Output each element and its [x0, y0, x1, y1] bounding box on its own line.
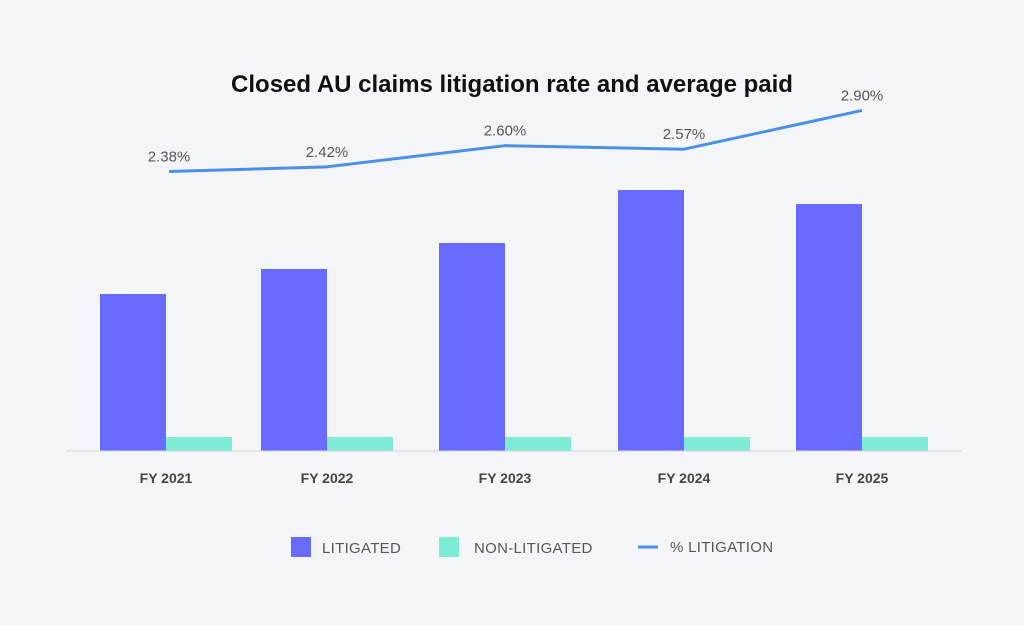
bar-non-litigated-4 [684, 437, 750, 451]
legend-label-litigation-rate: % LITIGATION [670, 539, 773, 556]
litigation-rate-label-1: 2.38% [148, 149, 191, 166]
x-axis-ticks: FY 2021 FY 2022 FY 2023 FY 2024 FY 2025 [140, 470, 889, 486]
litigation-rate-label-5: 2.90% [841, 87, 884, 104]
chart-title: Closed AU claims litigation rate and ave… [231, 71, 793, 98]
bar-litigated-4 [618, 190, 684, 451]
legend-swatch-non-litigated [439, 537, 459, 557]
legend-label-litigated: LITIGATED [322, 540, 401, 557]
line-series-group: 2.38% 2.42% 2.60% 2.57% 2.90% [148, 87, 884, 174]
bar-litigated-5 [796, 204, 862, 451]
bar-litigated-1 [100, 294, 166, 451]
bar-non-litigated-1 [166, 437, 232, 451]
legend: LITIGATED NON-LITIGATED % LITIGATION [291, 537, 773, 557]
x-tick-label-2: FY 2022 [301, 470, 354, 486]
x-tick-label-3: FY 2023 [479, 470, 532, 486]
x-tick-label-5: FY 2025 [836, 470, 889, 486]
litigation-rate-label-4: 2.57% [663, 126, 706, 143]
legend-label-non-litigated: NON-LITIGATED [474, 540, 593, 557]
legend-swatch-litigated [291, 537, 311, 557]
bar-non-litigated-2 [327, 437, 393, 451]
x-tick-label-4: FY 2024 [658, 470, 711, 486]
litigation-rate-label-3: 2.60% [484, 123, 527, 140]
bars-group [100, 190, 928, 451]
bar-litigated-2 [261, 269, 327, 451]
litigation-rate-line [168, 108, 863, 174]
bar-non-litigated-3 [505, 437, 571, 451]
bar-non-litigated-5 [862, 437, 928, 451]
x-tick-label-1: FY 2021 [140, 470, 193, 486]
bar-litigated-3 [439, 243, 505, 451]
litigation-rate-label-2: 2.42% [306, 144, 349, 161]
